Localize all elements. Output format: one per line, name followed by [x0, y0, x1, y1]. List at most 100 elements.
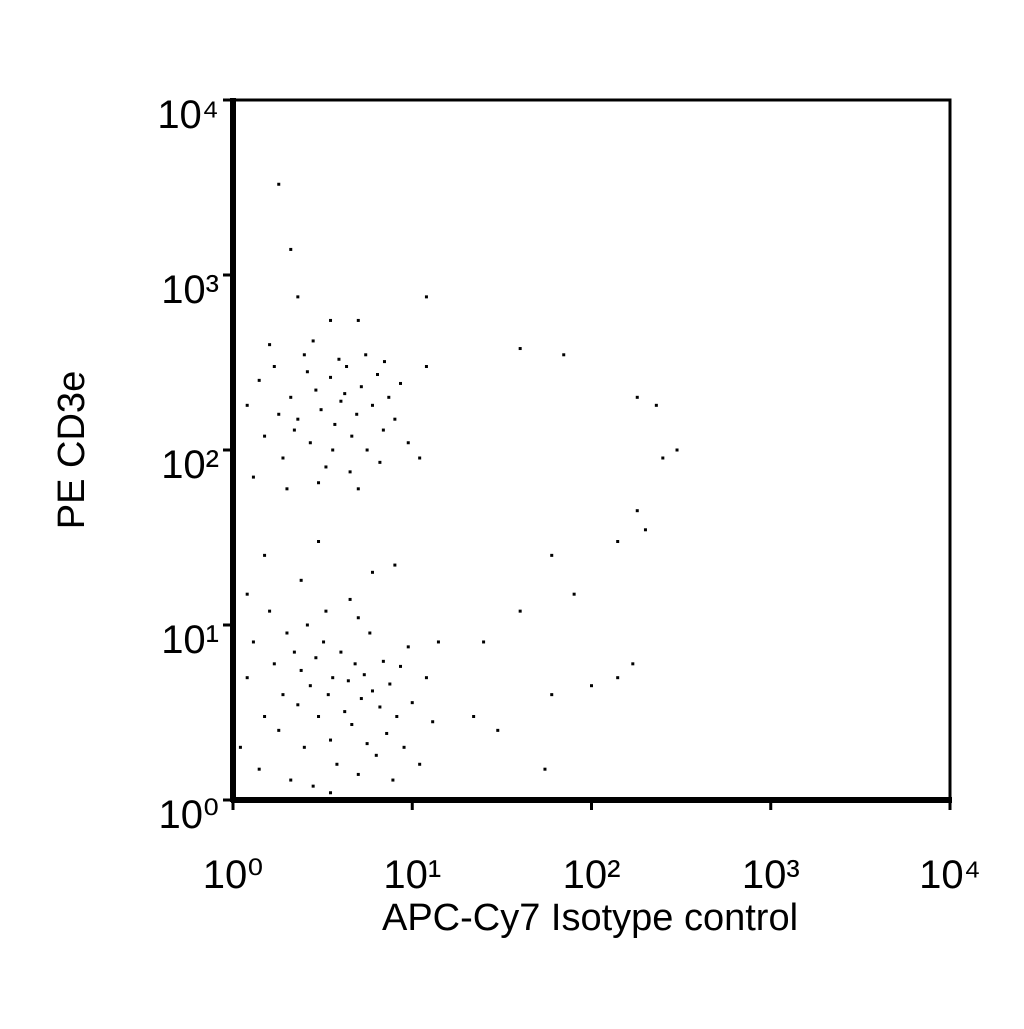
- data-point: [406, 645, 410, 649]
- data-point: [257, 767, 261, 771]
- data-point: [388, 682, 392, 686]
- data-point: [550, 693, 554, 697]
- data-point: [329, 791, 333, 795]
- data-point: [277, 182, 281, 186]
- data-point: [337, 357, 341, 361]
- data-point: [324, 609, 328, 613]
- data-point: [326, 693, 330, 697]
- data-point: [317, 715, 321, 719]
- data-point: [329, 318, 333, 322]
- data-point: [324, 465, 328, 469]
- data-point: [339, 650, 343, 654]
- data-point: [370, 689, 374, 693]
- data-point: [299, 578, 303, 582]
- data-point: [661, 456, 665, 460]
- y-tick-label: 10²: [161, 443, 219, 487]
- data-point: [518, 609, 522, 613]
- data-point: [299, 668, 303, 672]
- data-point: [365, 742, 369, 746]
- data-point: [285, 631, 289, 635]
- data-point: [245, 676, 249, 680]
- data-point: [654, 403, 658, 407]
- data-point: [322, 640, 326, 644]
- y-axis-label: PE CD3e: [51, 371, 93, 529]
- data-point: [424, 365, 428, 369]
- data-point: [631, 662, 635, 666]
- data-point: [436, 640, 440, 644]
- data-point: [268, 609, 272, 613]
- y-tick-label: 10⁴: [157, 93, 219, 137]
- data-point: [562, 353, 566, 357]
- data-point: [355, 412, 359, 416]
- data-point: [368, 631, 372, 635]
- x-tick-label: 10⁰: [203, 853, 264, 897]
- data-point: [616, 676, 620, 680]
- data-point: [393, 417, 397, 421]
- data-point: [308, 441, 312, 445]
- data-point: [277, 412, 281, 416]
- data-point: [331, 448, 335, 452]
- data-point: [348, 597, 352, 601]
- data-point: [356, 772, 360, 776]
- data-point: [472, 715, 476, 719]
- data-point: [378, 460, 382, 464]
- data-point: [308, 684, 312, 688]
- data-point: [590, 684, 593, 688]
- data-point: [399, 381, 403, 385]
- data-point: [387, 395, 391, 399]
- data-point: [251, 640, 255, 644]
- data-point: [359, 697, 363, 701]
- data-point: [305, 623, 309, 627]
- data-point: [424, 676, 428, 680]
- data-point: [635, 509, 639, 513]
- data-point: [616, 540, 620, 544]
- data-point: [333, 422, 337, 426]
- data-point: [402, 745, 406, 749]
- data-point: [289, 778, 293, 782]
- x-tick-label: 10²: [563, 853, 621, 897]
- data-point: [550, 553, 554, 557]
- data-point: [331, 676, 335, 680]
- data-point: [382, 360, 386, 364]
- data-point: [245, 592, 249, 596]
- data-point: [518, 347, 522, 351]
- data-point: [482, 640, 486, 644]
- data-point: [572, 592, 576, 596]
- data-point: [399, 664, 403, 668]
- data-point: [364, 353, 368, 357]
- data-point: [292, 650, 296, 654]
- data-point: [353, 662, 357, 666]
- data-point: [391, 778, 395, 782]
- data-point: [345, 365, 349, 369]
- plot-frame: [231, 98, 952, 802]
- data-point: [281, 693, 285, 697]
- data-point: [343, 392, 347, 396]
- x-tick-label: 10⁴: [919, 853, 981, 897]
- data-point: [356, 487, 360, 491]
- data-point: [311, 784, 315, 788]
- data-point: [359, 385, 363, 389]
- data-point: [302, 353, 306, 357]
- data-point: [381, 428, 385, 432]
- x-tick-label: 10¹: [383, 853, 441, 897]
- y-tick-label: 10⁰: [158, 793, 219, 837]
- y-tick-label: 10³: [161, 268, 219, 312]
- data-point: [350, 434, 354, 438]
- x-tick-label: 10³: [742, 853, 800, 897]
- data-point: [635, 395, 639, 399]
- data-point: [329, 738, 333, 742]
- data-point: [292, 428, 296, 432]
- data-point: [296, 295, 300, 299]
- data-point: [370, 570, 374, 574]
- data-point: [356, 616, 360, 620]
- data-point: [319, 408, 323, 412]
- data-point: [257, 378, 261, 382]
- data-point: [496, 728, 500, 732]
- data-point: [350, 723, 354, 727]
- data-point: [356, 318, 360, 322]
- data-point: [431, 720, 435, 724]
- data-point: [268, 343, 272, 347]
- data-point: [410, 701, 414, 705]
- data-point: [263, 434, 267, 438]
